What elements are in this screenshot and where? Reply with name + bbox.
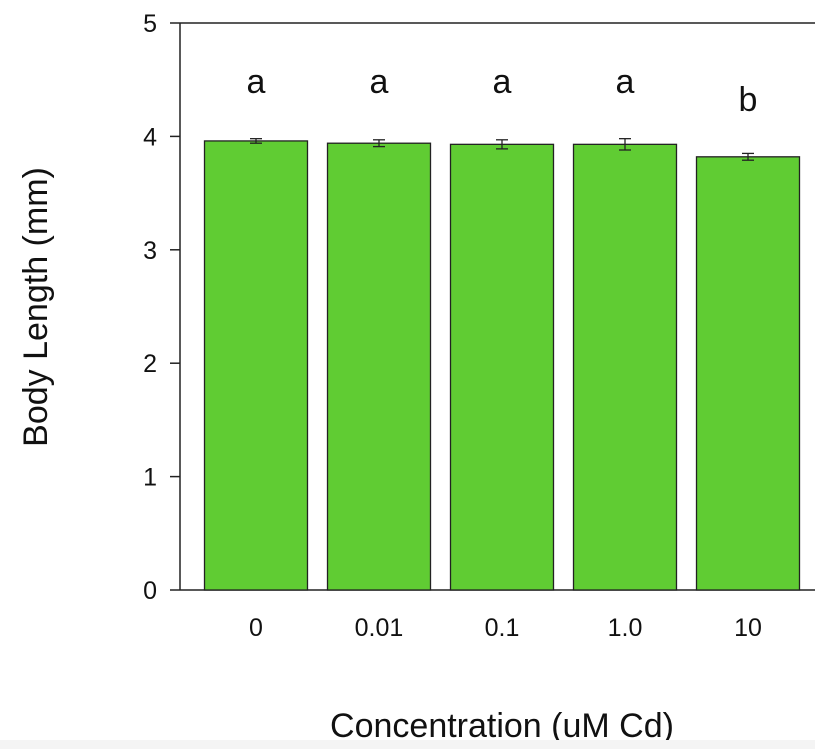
significance-label: a — [370, 63, 389, 101]
significance-label: b — [739, 81, 758, 119]
x-tick-label: 10 — [734, 614, 762, 642]
significance-label: a — [493, 63, 512, 101]
y-tick-label: 0 — [143, 577, 157, 605]
x-axis-ticks: 0 0.01 0.1 1.0 10 — [249, 614, 762, 642]
x-axis-title: Concentration (uM Cd) — [330, 707, 674, 745]
bar — [695, 156, 801, 591]
y-axis-ticks: 0 1 2 3 4 5 — [143, 10, 180, 605]
x-tick-label: 1.0 — [608, 614, 643, 642]
y-axis-title: Body Length (mm) — [17, 167, 55, 447]
x-tick-label: 0.1 — [485, 614, 520, 642]
y-tick-label: 1 — [143, 464, 157, 492]
bottom-strip — [0, 740, 815, 749]
y-tick-label: 5 — [143, 10, 157, 38]
x-tick-label: 0.01 — [355, 614, 404, 642]
bars — [203, 140, 801, 591]
x-tick-label: 0 — [249, 614, 263, 642]
y-tick-label: 2 — [143, 350, 157, 378]
plot-area: 0 1 2 3 4 5 a a a a b 0 0.01 0.1 1.0 10 — [143, 10, 815, 642]
significance-label: a — [616, 63, 635, 101]
bar — [572, 143, 678, 591]
bar — [326, 142, 432, 591]
bar — [203, 140, 309, 591]
y-tick-label: 4 — [143, 123, 157, 151]
bar — [449, 143, 555, 591]
significance-label: a — [247, 63, 266, 101]
error-bars — [250, 138, 754, 161]
y-tick-label: 3 — [143, 237, 157, 265]
